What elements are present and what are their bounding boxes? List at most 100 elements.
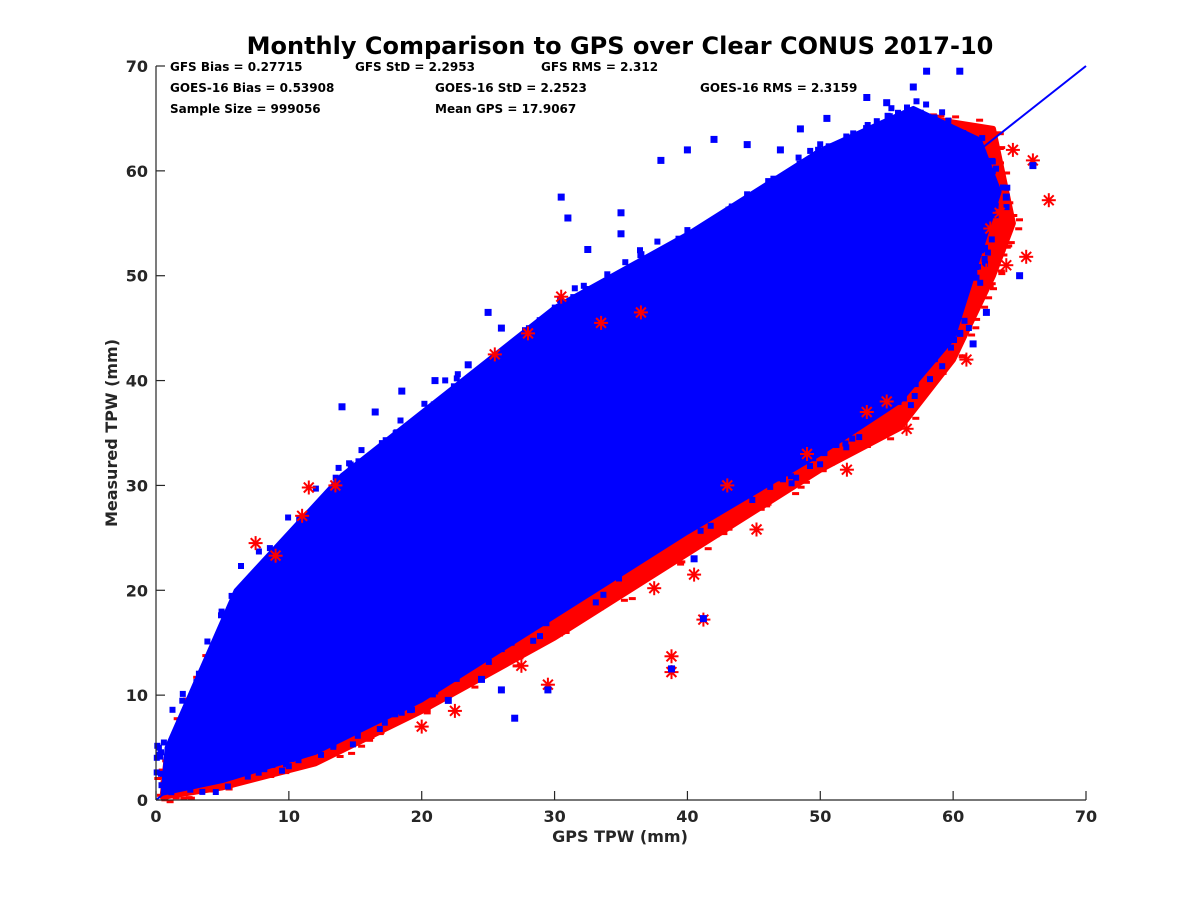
goes-point — [290, 533, 297, 539]
goes-point — [179, 697, 186, 704]
gfs-outlier-point — [301, 480, 316, 495]
reference-line-group — [155, 65, 1087, 801]
goes-point — [1003, 204, 1010, 211]
gfs-point — [937, 114, 945, 118]
goes-point — [551, 304, 558, 311]
goes-point — [900, 395, 907, 402]
goes-point — [279, 767, 285, 774]
goes-point — [224, 783, 231, 790]
gfs-point — [154, 777, 162, 780]
goes-point — [974, 220, 981, 227]
gfs-point — [952, 115, 960, 119]
goes-point — [513, 632, 520, 639]
x-tick-label: 10 — [278, 807, 300, 826]
statistics-text: GFS Bias = 0.27715 GFS StD = 2.2953 GFS … — [170, 60, 857, 116]
gfs-point — [1001, 223, 1009, 227]
gfs-point — [299, 758, 307, 762]
gfs-point — [459, 686, 466, 689]
goes-outlier-point — [1002, 193, 1010, 201]
goes-point — [978, 228, 985, 235]
gfs-point — [502, 661, 510, 665]
goes-point — [163, 786, 170, 793]
gfs-point — [358, 744, 366, 748]
gfs-point — [904, 412, 912, 416]
gfs-outlier-point — [521, 326, 535, 341]
goes-point — [171, 762, 178, 769]
goes-point — [819, 153, 825, 159]
goes-point — [318, 751, 324, 758]
goes-point — [485, 364, 492, 371]
goes-point — [985, 180, 992, 187]
goes-point — [176, 718, 183, 725]
gfs-point — [792, 492, 800, 496]
goes-point — [332, 474, 339, 481]
goes-outlier-point — [923, 67, 931, 75]
gfs-point — [881, 428, 889, 432]
goes-outlier-point — [982, 308, 990, 316]
goes-point — [171, 746, 177, 753]
goes-point — [195, 670, 202, 677]
gfs-outlier-point — [899, 421, 914, 436]
goes-point — [980, 176, 987, 183]
goes-point — [678, 240, 685, 247]
gfs-point — [828, 462, 835, 466]
goes-point — [269, 761, 276, 768]
goes-point — [888, 105, 895, 112]
gfs-point — [890, 429, 898, 433]
y-tick-label: 50 — [126, 267, 148, 286]
gfs-point — [600, 601, 608, 605]
gfs-point — [166, 800, 174, 804]
goes-point — [266, 545, 273, 552]
goes-edge-points — [153, 98, 1011, 796]
gfs-point — [620, 598, 628, 602]
goes-point — [316, 739, 323, 746]
goes-point — [749, 497, 756, 503]
gfs-point — [180, 796, 188, 800]
goes-point — [782, 470, 789, 477]
gfs-outlier-point — [992, 205, 1007, 220]
goes-point — [710, 506, 717, 513]
gfs-outlier-point — [554, 289, 569, 304]
goes-point — [450, 383, 457, 390]
gfs-outlier-point — [664, 649, 679, 664]
gfs-point — [923, 390, 931, 394]
gfs-point — [999, 196, 1007, 200]
goes-point — [485, 658, 492, 665]
goes-point — [992, 202, 999, 209]
goes-point — [537, 633, 543, 640]
goes-point — [580, 282, 587, 289]
goes-point — [793, 474, 800, 481]
goes-point — [833, 442, 840, 448]
goes-point — [261, 766, 268, 773]
goes-point — [675, 235, 682, 242]
gfs-point — [507, 660, 514, 664]
goes-point — [193, 679, 200, 686]
goes-point — [817, 141, 824, 148]
gfs-outlier-point — [983, 221, 998, 236]
gfs-outlier-point — [514, 658, 529, 673]
goes-point — [775, 175, 782, 182]
goes-point — [285, 514, 292, 521]
mean-gps-stat: Mean GPS = 17.9067 — [435, 102, 576, 116]
goes-point — [977, 279, 984, 286]
gfs-outlier-point — [487, 347, 502, 362]
goes-point — [988, 236, 995, 243]
y-tick-label: 10 — [126, 686, 148, 705]
gfs-point — [423, 708, 431, 712]
goes-point — [971, 238, 978, 245]
gfs-point — [968, 333, 976, 337]
gfs-point — [425, 703, 433, 707]
gfs-point — [452, 683, 460, 687]
gfs-point — [597, 607, 604, 611]
goes-point — [454, 371, 461, 378]
goes-point — [297, 751, 304, 758]
goes-point — [301, 525, 308, 532]
goes-outlier-point — [617, 209, 625, 217]
gfs-point — [829, 459, 837, 463]
x-tick-label: 60 — [942, 807, 964, 826]
goes-point — [571, 285, 578, 292]
goes-point — [411, 691, 418, 698]
gfs-point — [978, 128, 986, 132]
gfs-outlier-point — [999, 258, 1014, 273]
goes-outlier-point — [657, 156, 665, 164]
